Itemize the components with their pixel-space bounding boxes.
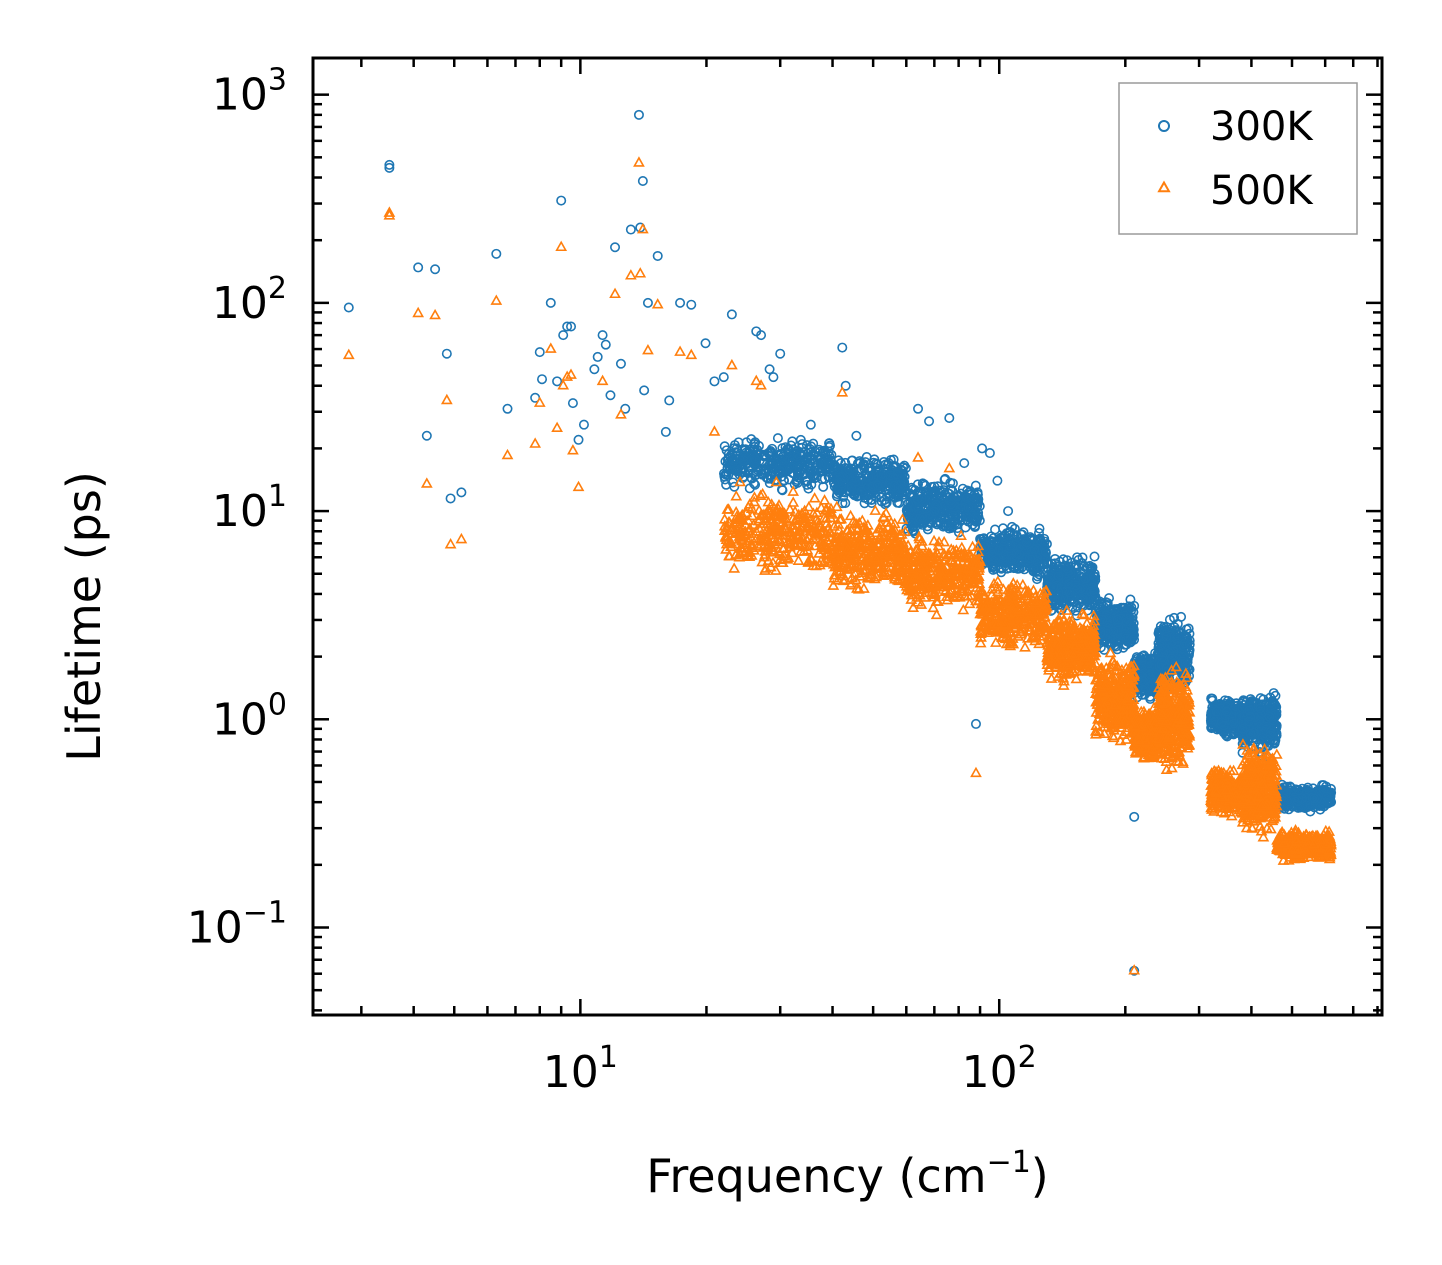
point-300k [868, 457, 879, 468]
point-300k [733, 437, 744, 448]
point-300k [872, 480, 883, 491]
point-300k [787, 467, 798, 478]
point-300k [786, 462, 797, 473]
point-300k [731, 447, 742, 458]
point-300k [885, 455, 896, 466]
point-300k [791, 451, 802, 462]
point-300k [803, 483, 814, 494]
point-300k [867, 481, 878, 492]
point-300k [731, 466, 742, 477]
point-300k [878, 457, 889, 468]
point-300k [870, 469, 881, 480]
point-300k [719, 441, 730, 452]
point-300k [798, 469, 809, 480]
point-300k [850, 476, 861, 487]
point-300k [866, 497, 877, 508]
series-300k [343, 109, 1337, 976]
point-300k [738, 455, 749, 466]
point-300k [774, 465, 785, 476]
point-300k [728, 455, 739, 466]
point-300k [898, 468, 909, 479]
point-300k [794, 461, 805, 472]
point-300k [772, 433, 783, 444]
point-300k [863, 471, 874, 482]
point-300k [752, 444, 763, 455]
point-300k [892, 469, 903, 480]
point-300k [760, 465, 771, 476]
point-300k [739, 451, 750, 462]
point-300k [857, 476, 868, 487]
point-300k [784, 444, 795, 455]
point-300k [879, 494, 890, 505]
point-300k [808, 466, 819, 477]
point-300k [846, 455, 857, 466]
point-300k [876, 481, 887, 492]
point-300k [721, 479, 732, 490]
point-300k [824, 438, 835, 449]
point-300k [844, 464, 855, 475]
point-300k [776, 455, 787, 466]
point-300k [824, 442, 835, 453]
point-300k [829, 478, 840, 489]
point-300k [777, 485, 788, 496]
point-300k [885, 470, 896, 481]
point-300k [797, 439, 808, 450]
point-300k [864, 466, 875, 477]
point-300k [744, 483, 755, 494]
point-300k [751, 469, 762, 480]
point-300k [861, 452, 872, 463]
point-300k [767, 467, 778, 478]
point-300k [740, 444, 751, 455]
point-300k [778, 475, 789, 486]
point-300k [840, 498, 851, 509]
point-300k [859, 461, 870, 472]
point-300k [810, 446, 821, 457]
data-series-layer [342, 109, 1337, 976]
point-300k [723, 469, 734, 480]
point-300k [767, 443, 778, 454]
point-300k [761, 472, 772, 483]
point-300k [730, 454, 741, 465]
point-300k [746, 434, 757, 445]
point-300k [794, 456, 805, 467]
point-300k [750, 455, 761, 466]
point-300k [801, 440, 812, 451]
point-300k [745, 446, 756, 457]
point-300k [829, 459, 840, 470]
point-300k [809, 473, 820, 484]
